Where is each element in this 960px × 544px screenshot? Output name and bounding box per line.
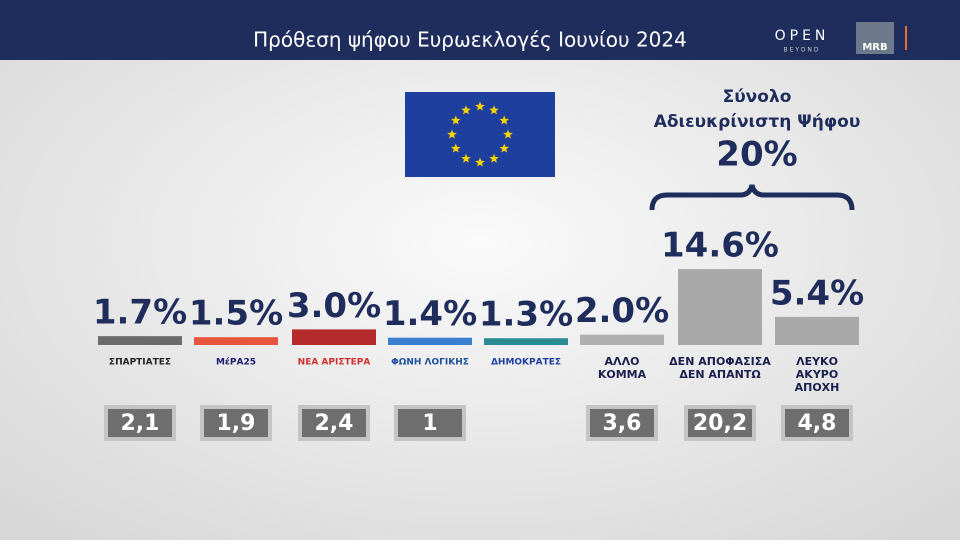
annotation-line: Σύνολο bbox=[723, 87, 792, 107]
eu-star bbox=[475, 157, 485, 167]
bar bbox=[194, 337, 278, 345]
category-label: ΛΕΥΚΟ bbox=[796, 355, 838, 368]
bar bbox=[580, 334, 664, 345]
eu-star bbox=[489, 105, 499, 115]
previous-label: 3,6 bbox=[603, 411, 642, 436]
bar bbox=[98, 336, 182, 345]
previous-label: 2,4 bbox=[315, 411, 354, 436]
annotation-value: 20% bbox=[716, 135, 797, 175]
previous-label: 20,2 bbox=[693, 411, 747, 436]
brand-beyond: BEYOND bbox=[783, 47, 820, 54]
bracket bbox=[649, 184, 855, 211]
eu-stars bbox=[447, 101, 513, 167]
value-label: 3.0% bbox=[287, 286, 381, 326]
brand-divider bbox=[905, 26, 907, 50]
category-label: ΔΕΝ ΑΠΟΦΑΣΙΣΑ bbox=[669, 355, 771, 368]
brand-open: OPEN bbox=[775, 28, 830, 44]
category-label: ΜέΡΑ25 bbox=[216, 357, 256, 368]
category-label: ΑΚΥΡΟ bbox=[796, 368, 838, 381]
category-label: ΔΕΝ ΑΠΑΝΤΩ bbox=[679, 368, 761, 381]
bar bbox=[388, 337, 472, 345]
annotation-line: Αδιευκρίνιστη Ψήφου bbox=[654, 112, 861, 132]
bar bbox=[484, 338, 568, 345]
previous-bar bbox=[108, 409, 172, 437]
value-label: 1.4% bbox=[383, 294, 477, 334]
category-label: ΑΛΛΟ bbox=[605, 355, 640, 368]
eu-star bbox=[489, 153, 499, 163]
previous-bar bbox=[688, 409, 752, 437]
value-label: 1.7% bbox=[93, 293, 187, 333]
previous-label: 1 bbox=[422, 411, 437, 436]
category-label: ΝΕΑ ΑΡΙΣΤΕΡΑ bbox=[298, 358, 371, 368]
previous-bar bbox=[398, 409, 462, 437]
value-label: 2.0% bbox=[575, 291, 669, 331]
brand-mrb-box bbox=[856, 22, 894, 54]
eu-star bbox=[461, 105, 471, 115]
category-label: ΑΠΟΧΗ bbox=[795, 381, 840, 394]
chart-title: Πρόθεση ψήφου Ευρωεκλογές Ιουνίου 2024 bbox=[253, 28, 687, 52]
value-label: 14.6% bbox=[661, 226, 779, 266]
previous-label: 2,1 bbox=[121, 411, 160, 436]
eu-star bbox=[475, 101, 485, 111]
eu-star bbox=[503, 129, 513, 139]
previous-label: 1,9 bbox=[217, 411, 256, 436]
value-label: 5.4% bbox=[770, 273, 864, 313]
previous-bar bbox=[785, 409, 849, 437]
eu-star bbox=[451, 115, 461, 125]
eu-star bbox=[499, 143, 509, 153]
previous-bar bbox=[590, 409, 654, 437]
category-label: ΔΗΜΟΚΡΑΤΕΣ bbox=[491, 358, 561, 368]
previous-bar bbox=[204, 409, 268, 437]
eu-star bbox=[461, 153, 471, 163]
category-label: ΦΩΝΗ ΛΟΓΙΚΗΣ bbox=[391, 358, 469, 368]
previous-bar bbox=[302, 409, 366, 437]
header-bar bbox=[0, 0, 960, 60]
value-label: 1.5% bbox=[189, 294, 283, 334]
category-label: ΣΠΑΡΤΙΑΤΕΣ bbox=[109, 358, 171, 368]
bar bbox=[678, 269, 762, 345]
category-label: ΚΟΜΜΑ bbox=[598, 368, 647, 381]
bar bbox=[292, 329, 376, 345]
eu-star bbox=[447, 129, 457, 139]
bar bbox=[775, 316, 859, 345]
eu-star bbox=[451, 143, 461, 153]
previous-label: 4,8 bbox=[798, 411, 837, 436]
eu-star bbox=[499, 115, 509, 125]
value-label: 1.3% bbox=[479, 295, 573, 335]
brand-mrb: MRB bbox=[862, 42, 887, 53]
